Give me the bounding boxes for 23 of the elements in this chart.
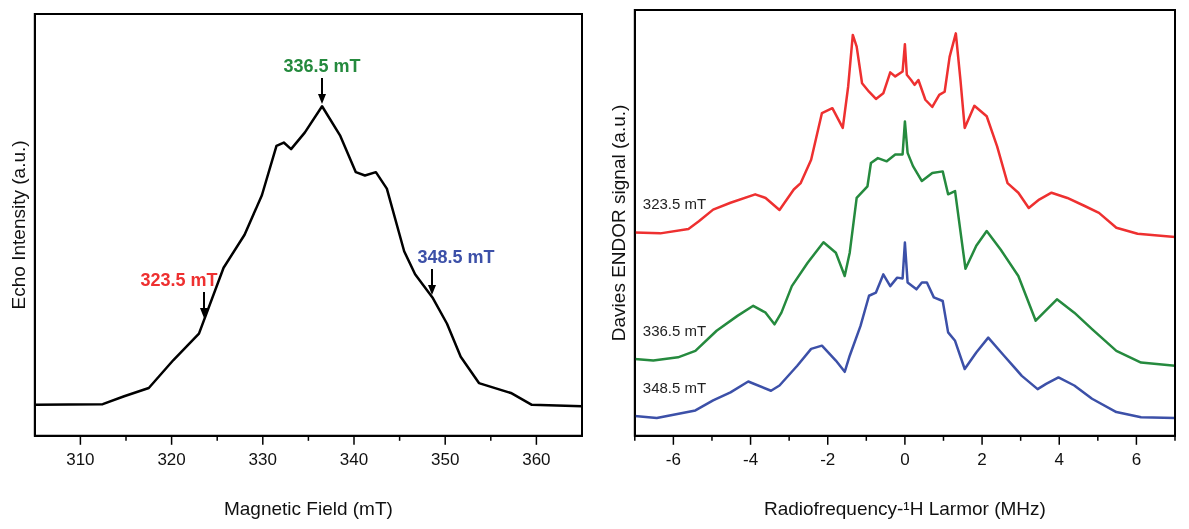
- annotation: 348.5 mT: [417, 247, 495, 268]
- y-axis-title: Davies ENDOR signal (a.u.): [607, 104, 629, 342]
- x-tick-label: 350: [431, 449, 460, 469]
- x-axis-title: Magnetic Field (mT): [223, 497, 393, 519]
- series-label: 336.5 mT: [642, 321, 707, 339]
- x-tick-label: 2: [977, 449, 987, 469]
- x-tick-label: -6: [665, 449, 681, 469]
- x-axis-title: Radiofrequency-¹H Larmor (MHz): [763, 497, 1046, 519]
- annotation: 323.5 mT: [140, 270, 218, 291]
- series-label: 323.5 mT: [642, 195, 707, 213]
- x-tick-label: -4: [742, 449, 759, 469]
- x-tick-label: 340: [339, 449, 369, 469]
- x-tick-label: 330: [248, 449, 277, 469]
- x-tick-label: 0: [900, 449, 910, 469]
- x-tick-label: 6: [1131, 449, 1142, 469]
- x-tick-label: 310: [66, 449, 95, 469]
- annotation: 336.5 mT: [283, 56, 361, 77]
- y-axis-title: Echo Intensity (a.u.): [7, 140, 29, 310]
- x-tick-label: -2: [820, 449, 836, 469]
- x-tick-label: 320: [157, 449, 186, 469]
- x-tick-label: 360: [522, 449, 551, 469]
- x-tick-label: 4: [1054, 449, 1064, 469]
- series-label: 348.5 mT: [642, 378, 707, 396]
